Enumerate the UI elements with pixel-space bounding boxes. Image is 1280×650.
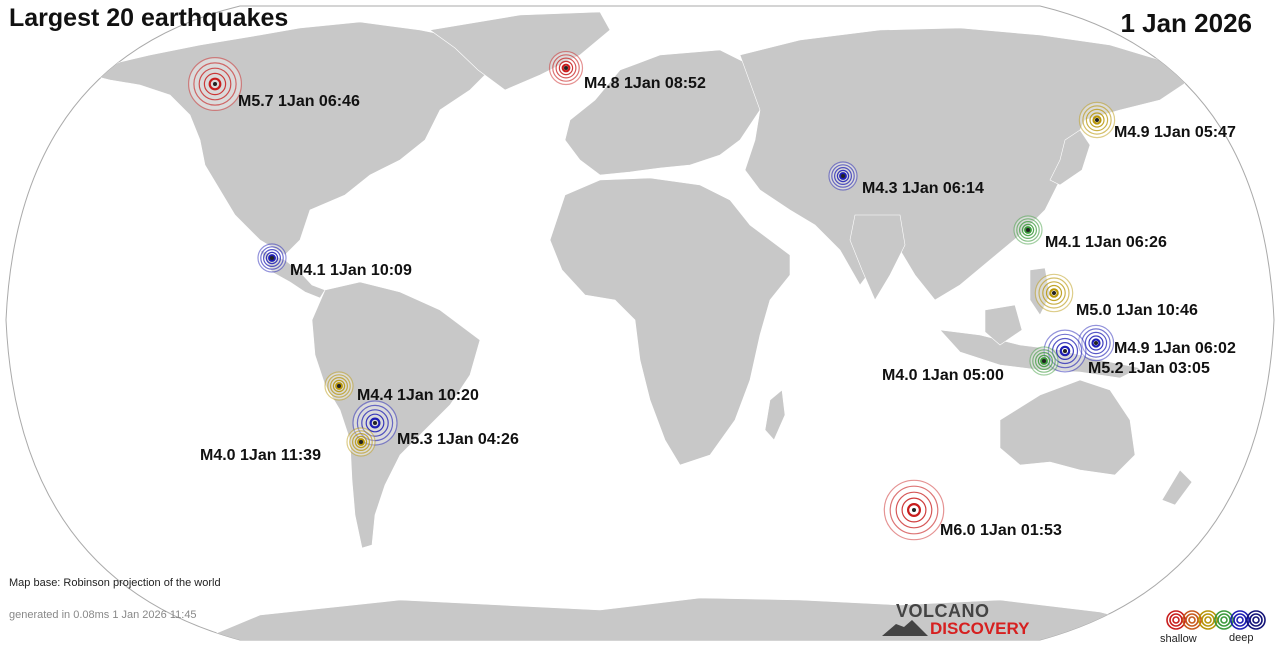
earthquake-marker[interactable]	[1034, 273, 1074, 313]
land-europe	[564, 49, 761, 176]
quake-label: M4.3 1Jan 06:14	[862, 180, 984, 197]
map-base-note: Map base: Robinson projection of the wor…	[9, 577, 221, 589]
earthquake-marker[interactable]	[1078, 101, 1116, 139]
quake-label: M4.0 1Jan 11:39	[200, 447, 321, 464]
legend-ring	[1204, 616, 1212, 624]
land-india	[849, 214, 906, 301]
legend-deep-label: deep	[1229, 632, 1253, 644]
land-australia	[999, 379, 1136, 476]
land-borneo	[984, 304, 1023, 346]
legend-ring	[1220, 616, 1228, 624]
land-antarctica	[199, 597, 1151, 640]
legend-ring	[1172, 616, 1180, 624]
earthquake-marker[interactable]	[883, 479, 945, 541]
quake-label: M4.9 1Jan 05:47	[1114, 124, 1236, 141]
earthquake-marker[interactable]	[828, 161, 858, 191]
legend-ring	[1252, 616, 1260, 624]
legend-ring	[1198, 610, 1218, 630]
earthquake-marker[interactable]	[188, 56, 243, 111]
land-new-zealand	[1161, 469, 1193, 506]
quake-label: M5.3 1Jan 04:26	[397, 431, 519, 448]
land-japan	[1049, 129, 1091, 186]
legend-ring	[1214, 610, 1234, 630]
earthquake-marker[interactable]	[1077, 324, 1115, 362]
legend-ring	[1233, 613, 1247, 627]
land-north-america	[89, 21, 501, 256]
quake-label: M4.8 1Jan 08:52	[584, 75, 706, 92]
quake-label: M5.0 1Jan 10:46	[1076, 302, 1198, 319]
legend-shallow-label: shallow	[1160, 633, 1197, 645]
legend-ring	[1166, 610, 1186, 630]
legend-ring	[1230, 610, 1250, 630]
land-madagascar	[764, 389, 786, 441]
logo-line-2: DISCOVERY	[930, 619, 1030, 638]
logo-line-1: VOLCANO	[896, 601, 990, 621]
legend-ring	[1169, 613, 1183, 627]
legend-ring	[1246, 610, 1266, 630]
legend-ring	[1217, 613, 1231, 627]
map-date: 1 Jan 2026	[1120, 8, 1252, 38]
quake-label: M4.0 1Jan 05:00	[882, 367, 1004, 384]
quake-label: M4.1 1Jan 06:26	[1045, 234, 1167, 251]
quake-label: M4.1 1Jan 10:09	[290, 262, 412, 279]
page-title: Largest 20 earthquakes	[9, 4, 289, 32]
legend-ring	[1249, 613, 1263, 627]
land-africa	[549, 177, 791, 466]
generated-note: generated in 0.08ms 1 Jan 2026 11:45	[9, 609, 197, 621]
depth-legend	[1166, 610, 1266, 630]
legend-ring	[1201, 613, 1215, 627]
legend-ring	[1182, 610, 1202, 630]
quake-label: M5.7 1Jan 06:46	[238, 93, 360, 110]
volcano-logo-icon	[882, 620, 928, 636]
earthquake-marker[interactable]	[324, 371, 354, 401]
earthquake-marker[interactable]	[257, 243, 287, 273]
earthquake-marker[interactable]	[346, 427, 376, 457]
quake-label: M6.0 1Jan 01:53	[940, 522, 1062, 539]
quake-label: M5.2 1Jan 03:05	[1088, 360, 1210, 377]
quake-label: M4.4 1Jan 10:20	[357, 387, 479, 404]
quake-label: M4.9 1Jan 06:02	[1114, 340, 1236, 357]
legend-ring	[1188, 616, 1196, 624]
legend-ring	[1185, 613, 1199, 627]
legend-ring	[1236, 616, 1244, 624]
earthquake-marker[interactable]	[1029, 346, 1059, 376]
earthquake-marker[interactable]	[1013, 215, 1043, 245]
earthquake-marker[interactable]	[548, 50, 584, 86]
